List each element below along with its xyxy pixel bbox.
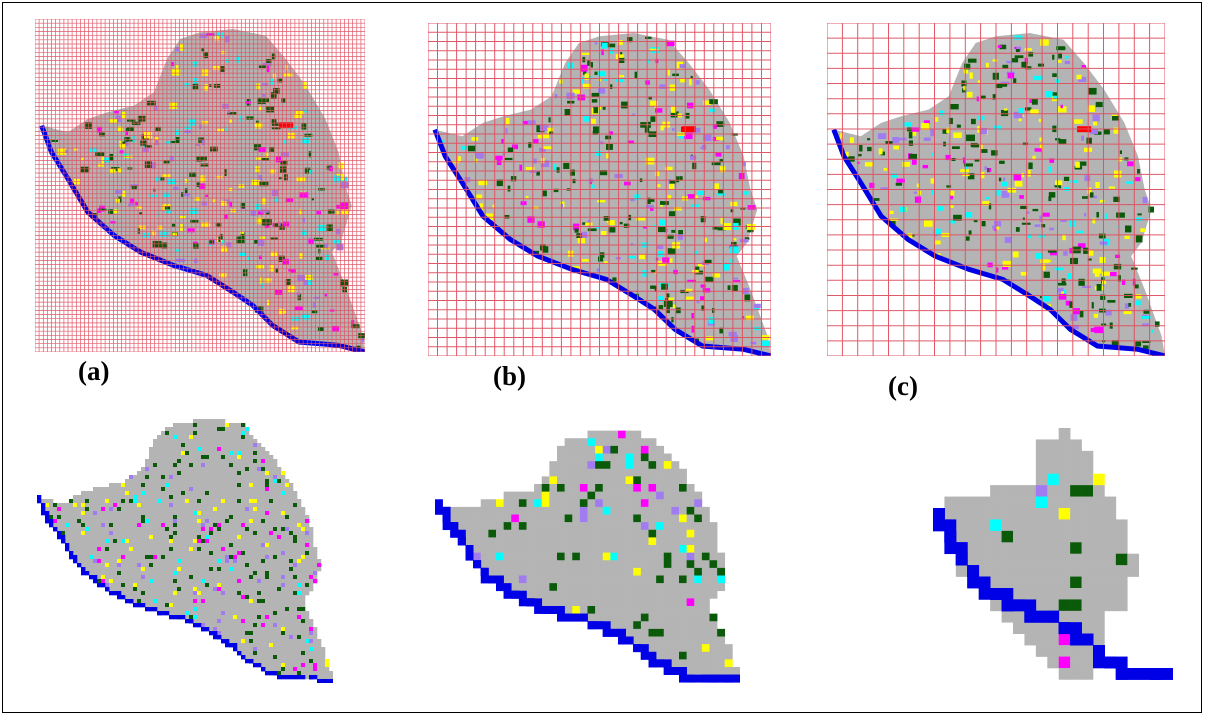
map-panel-a-gridded [35, 19, 365, 352]
raster-map-b [435, 430, 740, 683]
gridded-map-c [827, 23, 1165, 356]
coast-water-cells [37, 495, 333, 683]
coast-water-cells [435, 499, 740, 683]
red-feature [279, 122, 294, 129]
raster-map-c [933, 428, 1173, 680]
raster-cells [41, 419, 333, 683]
map-panel-c-gridded [827, 23, 1165, 356]
map-panel-b-raster [435, 423, 740, 685]
red-feature [681, 126, 696, 133]
raster-map-a [37, 419, 333, 683]
region-fill [41, 29, 365, 352]
panel-label-b: (b) [493, 361, 526, 391]
panel-label-a: (a) [78, 356, 110, 386]
raster-cells [442, 430, 740, 683]
grid-overlay [827, 23, 1165, 356]
gridded-map-a [35, 19, 365, 352]
panel-label-c: (c) [888, 371, 918, 401]
map-panel-a-raster [33, 411, 333, 683]
grid-overlay [428, 23, 771, 356]
gridded-map-b [428, 23, 771, 356]
coast-water-cells [933, 508, 1173, 680]
map-panel-b-gridded [428, 23, 771, 356]
coast-water [831, 128, 1165, 356]
grid-overlay [35, 19, 365, 352]
map-panel-c-raster [933, 428, 1173, 690]
raster-cells [944, 428, 1140, 680]
